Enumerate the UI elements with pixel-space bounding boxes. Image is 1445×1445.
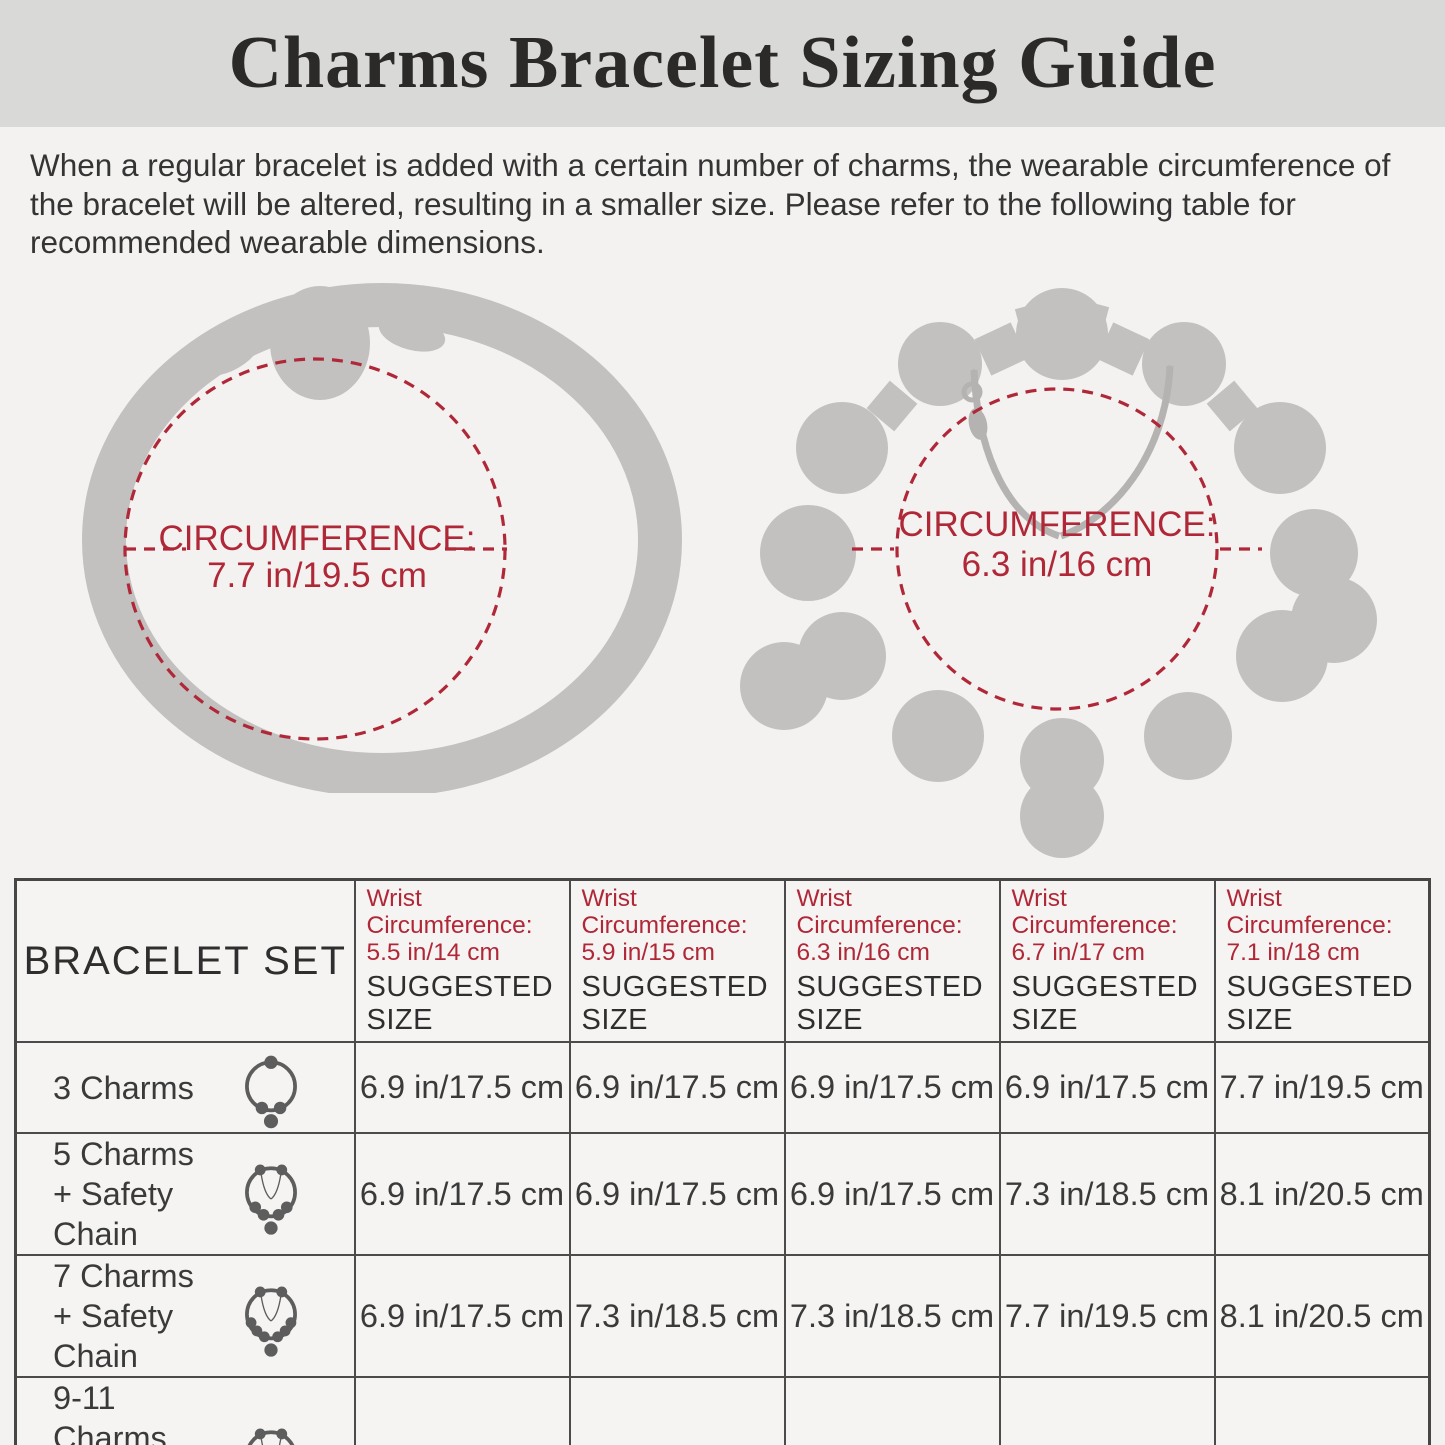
bracelet-set-cell: 9-11 Charms + Safety Chain <box>14 1376 356 1445</box>
size-value-cell: 7.3 in/18.5 cm <box>783 1254 1001 1378</box>
size-value-cell: 6.9 in/17.5 cm <box>353 1041 571 1134</box>
bracelet-set-cell: 3 Charms <box>14 1041 356 1134</box>
circumference-value: 6.3 in/16 cm <box>962 545 1153 584</box>
wrist-column-header: Wrist Circumference: 5.5 in/14 cm SUGGES… <box>353 878 571 1043</box>
page-title: Charms Bracelet Sizing Guide <box>228 22 1217 104</box>
size-value-cell: 6.9 in/17.5 cm <box>353 1132 571 1256</box>
size-value-cell: 7.7 in/19.5 cm <box>998 1254 1216 1378</box>
intro-paragraph: When a regular bracelet is added with a … <box>30 147 1391 260</box>
clasp-bead <box>270 286 370 400</box>
plain-bracelet-illustration: CIRCUMFERENCE: 7.7 in/19.5 cm <box>82 283 682 793</box>
bracelet-icon-7-charms-safety-chain <box>244 1286 297 1357</box>
wrist-column-header: Wrist Circumference: 5.9 in/15 cm SUGGES… <box>568 878 786 1043</box>
size-value-cell: 6.9 in/17.5 cm <box>568 1041 786 1134</box>
size-value-cell: 7.3 in/18.5 cm <box>783 1376 1001 1445</box>
charm-bracelet-illustration: CIRCUMFERENCE: 6.3 in/16 cm <box>740 288 1377 858</box>
size-value-cell: 6.9 in/17.5 cm <box>353 1254 571 1378</box>
size-value-cell: 7.3 in/18.5 cm <box>568 1254 786 1378</box>
circumference-label: CIRCUMFERENCE: <box>899 505 1216 544</box>
bracelet-set-header: BRACELET SET <box>14 878 356 1043</box>
wrist-circumference-size: 5.9 in/15 cm <box>581 939 715 966</box>
table-row: 7 Charms + Safety Chain <box>14 1254 1431 1378</box>
table-row: 5 Charms + Safety Chain <box>14 1132 1431 1256</box>
row-label: 5 Charms + Safety Chain <box>53 1136 194 1252</box>
sizing-table: BRACELET SET Wrist Circumference: 5.5 in… <box>14 878 1431 1445</box>
size-value-cell: 8.1 in/20.5 cm <box>1213 1254 1431 1378</box>
wrist-circumference-label: Wrist Circumference: <box>1226 885 1393 939</box>
circumference-value: 7.7 in/19.5 cm <box>207 556 427 595</box>
table-header-row: BRACELET SET Wrist Circumference: 5.5 in… <box>14 878 1431 1043</box>
circumference-label: CIRCUMFERENCE: <box>159 519 476 558</box>
band-connector-left <box>199 330 261 376</box>
table-row: 9-11 Charms + Safety Chain <box>14 1376 1431 1445</box>
suggested-size-label: SUGGESTED SIZE <box>581 971 769 1036</box>
wrist-circumference-size: 6.3 in/16 cm <box>796 939 930 966</box>
bracelet-icon-3-charms <box>244 1055 297 1128</box>
bracelet-icon-9-11-charms-safety-chain <box>247 1428 294 1445</box>
band-connector-right <box>378 314 446 352</box>
circumference-dashed-circle <box>895 387 1219 711</box>
suggested-size-label: SUGGESTED SIZE <box>1011 971 1199 1036</box>
size-value-cell: 8.1 in/20.5 cm <box>998 1376 1216 1445</box>
size-value-cell: 8.1 in/20.5 cm <box>1213 1132 1431 1256</box>
size-value-cell: 7.7 in/19.5 cm <box>1213 1041 1431 1134</box>
wrist-circumference-size: 6.7 in/17 cm <box>1011 939 1145 966</box>
size-value-cell: 6.9 in/17.5 cm <box>783 1041 1001 1134</box>
wrist-column-header: Wrist Circumference: 6.7 in/17 cm SUGGES… <box>998 878 1216 1043</box>
suggested-size-label: SUGGESTED SIZE <box>366 971 554 1036</box>
wrist-circumference-label: Wrist Circumference: <box>1011 885 1178 939</box>
wrist-circumference-label: Wrist Circumference: <box>366 885 533 939</box>
table-row: 3 Charms 6.9 in/17.5 c <box>14 1041 1431 1134</box>
size-value-cell: 7.3 in/18.5 cm <box>568 1376 786 1445</box>
wrist-circumference-label: Wrist Circumference: <box>581 885 748 939</box>
size-value-cell: 7.3 in/18.5 cm <box>998 1132 1216 1256</box>
size-value-cell: 8.5 in/21.5 cm <box>1213 1376 1431 1445</box>
size-value-cell: 6.9 in/17.5 cm <box>783 1132 1001 1256</box>
header-band: Charms Bracelet Sizing Guide <box>0 0 1445 127</box>
wrist-circumference-size: 5.5 in/14 cm <box>366 939 500 966</box>
bracelet-icon-5-charms-safety-chain <box>244 1164 297 1235</box>
wrist-column-header: Wrist Circumference: 6.3 in/16 cm SUGGES… <box>783 878 1001 1043</box>
bracelet-set-cell: 7 Charms + Safety Chain <box>14 1254 356 1378</box>
dangling-charms <box>740 577 1377 858</box>
safety-chain <box>961 364 1174 540</box>
size-value-cell: 6.9 in/17.5 cm <box>568 1132 786 1256</box>
row-label: 9-11 Charms + Safety Chain <box>53 1380 167 1445</box>
size-value-cell: 6.9 in/17.5 cm <box>998 1041 1216 1134</box>
bracelet-band <box>82 283 682 793</box>
suggested-size-label: SUGGESTED SIZE <box>796 971 984 1036</box>
bracelet-set-cell: 5 Charms + Safety Chain <box>14 1132 356 1256</box>
row-label: 7 Charms + Safety Chain <box>53 1258 194 1374</box>
size-value-cell: 6.9 in/17.5 cm <box>353 1376 571 1445</box>
wrist-column-header: Wrist Circumference: 7.1 in/18 cm SUGGES… <box>1213 878 1431 1043</box>
wrist-circumference-size: 7.1 in/18 cm <box>1226 939 1360 966</box>
wrist-circumference-label: Wrist Circumference: <box>796 885 963 939</box>
suggested-size-label: SUGGESTED SIZE <box>1226 971 1414 1036</box>
row-label: 3 Charms <box>53 1069 194 1106</box>
